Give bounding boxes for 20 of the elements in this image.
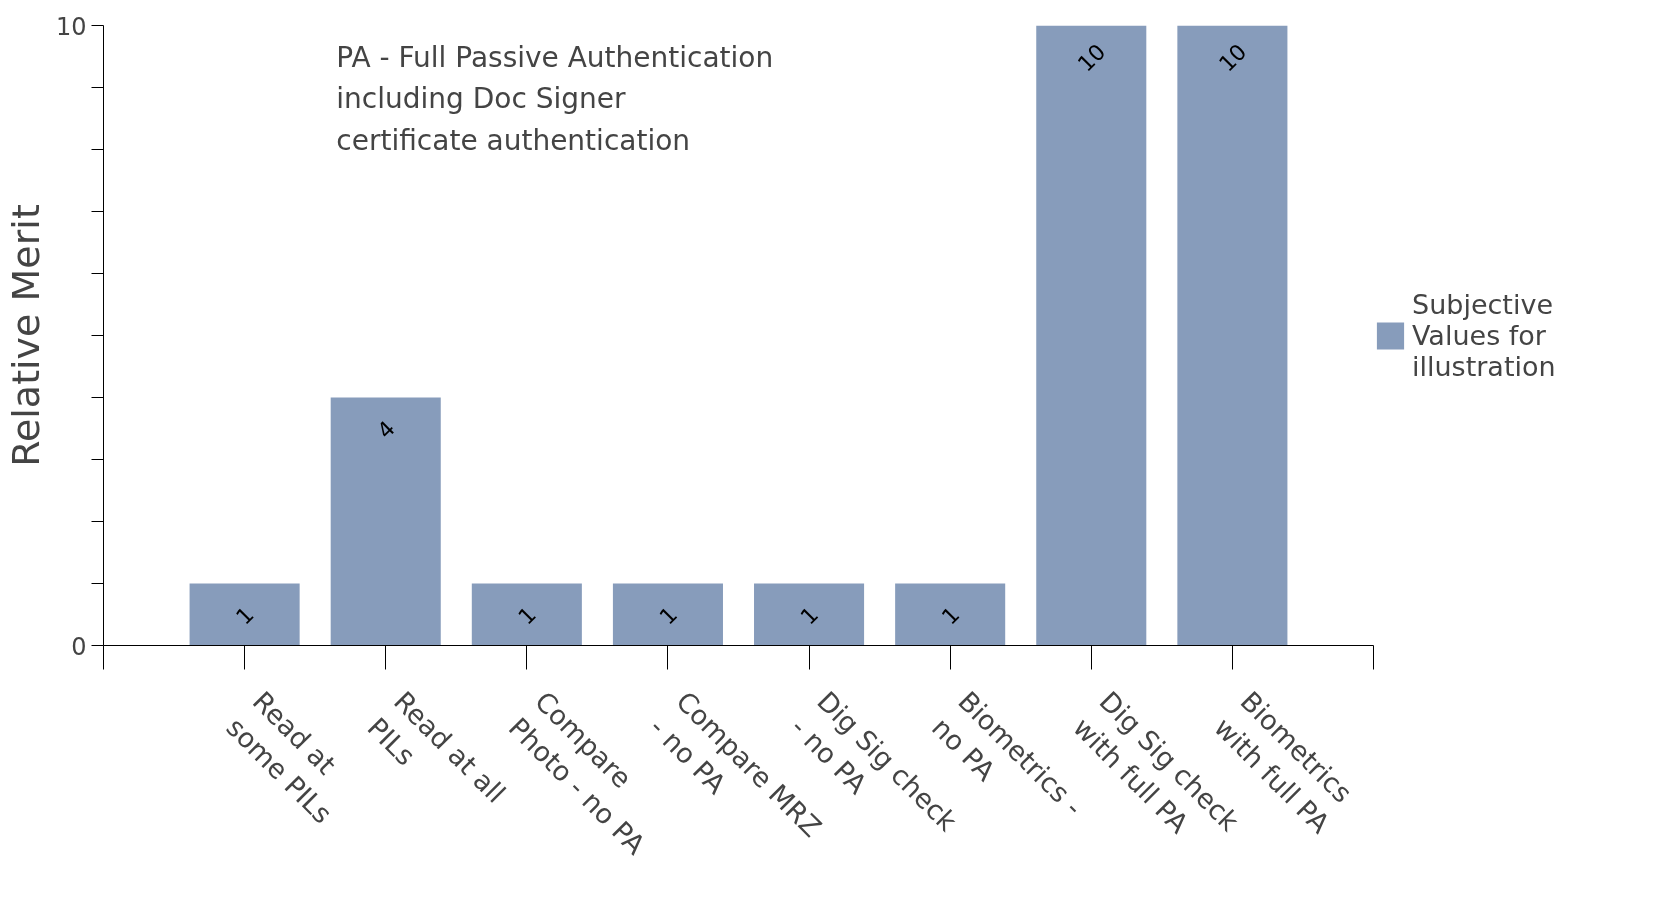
- bar: [1036, 25, 1147, 646]
- data-label: 10: [1214, 39, 1252, 77]
- data-label: 1: [936, 602, 965, 630]
- data-label: 1: [654, 602, 683, 630]
- data-label: 1: [513, 602, 541, 630]
- bar: [189, 583, 300, 646]
- legend-label: Subjective Values for illustration: [1412, 288, 1556, 382]
- data-label: 1: [231, 602, 259, 630]
- bar: [754, 583, 865, 646]
- annotation: PA - Full Passive Authentication including Doc Signer certificate authentication: [336, 41, 774, 157]
- data-label: 4: [372, 416, 400, 444]
- bar: [895, 583, 1006, 646]
- data-label: 10: [1072, 39, 1111, 77]
- y-tick-label: 0: [71, 632, 87, 661]
- bar: [330, 397, 441, 646]
- bar: [1177, 25, 1288, 646]
- y-axis-title: Relative Merit: [3, 204, 48, 467]
- bar: [612, 583, 723, 646]
- data-label: 1: [795, 602, 824, 630]
- bar: [471, 583, 582, 646]
